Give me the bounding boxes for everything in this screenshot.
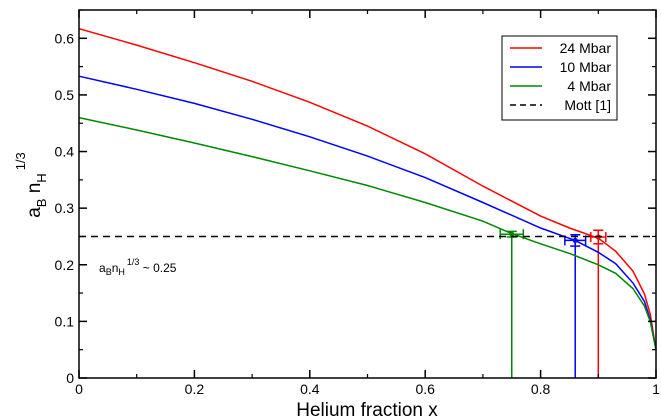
y-axis-title: aB nH1/3 xyxy=(13,152,49,218)
axes: 0 0.2 0.4 0.6 0.8 1 0 0.1 0.2 0.3 0.4 0.5 0.6 xyxy=(55,9,660,397)
legend-label-2: 4 Mbar xyxy=(567,78,611,94)
y-tick-label: 0.3 xyxy=(55,200,75,216)
series-line-1 xyxy=(78,75,657,350)
data-point-2 xyxy=(509,231,515,237)
y-tick-label: 0.6 xyxy=(55,30,75,46)
plot-area xyxy=(78,27,657,378)
y-tick-label: 0.4 xyxy=(55,144,75,160)
legend-label-1: 10 Mbar xyxy=(560,59,612,75)
x-tick-label: 0.2 xyxy=(185,381,205,397)
series-line-2 xyxy=(78,116,657,350)
x-tick-label: 1 xyxy=(652,381,660,397)
x-tick-label: 0.6 xyxy=(415,381,435,397)
x-axis-title: Helium fraction x xyxy=(296,400,438,420)
y-tick-label: 0.2 xyxy=(55,257,75,273)
data-point-1 xyxy=(572,237,578,243)
legend: 24 Mbar 10 Mbar 4 Mbar Mott [1] xyxy=(501,35,618,121)
x-tick-label: 0.4 xyxy=(300,381,320,397)
legend-box xyxy=(501,35,618,121)
y-tick-label: 0.1 xyxy=(55,313,75,329)
x-tick-label: 0 xyxy=(75,381,83,397)
x-tick-label: 0.8 xyxy=(531,381,551,397)
y-tick-label: 0 xyxy=(66,370,74,386)
series-line-0 xyxy=(78,27,657,350)
legend-label-0: 24 Mbar xyxy=(560,40,612,56)
mott-annotation: aBnH1/3 ~ 0.25 xyxy=(99,257,177,277)
legend-label-3: Mott [1] xyxy=(564,97,611,113)
y-tick-label: 0.5 xyxy=(55,87,75,103)
